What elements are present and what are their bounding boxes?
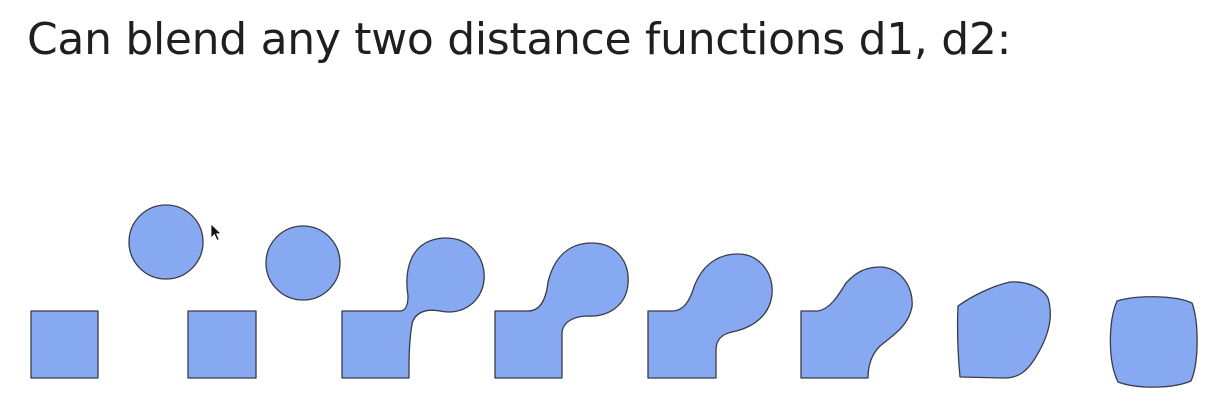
blend-frame-2 [187, 225, 341, 379]
circle-shape [265, 225, 341, 301]
blend-frame-8 [1109, 296, 1198, 388]
blend-frame-7 [956, 281, 1051, 379]
square-shape [187, 310, 257, 379]
blend-frame-3 [341, 237, 485, 379]
blended-shape [494, 242, 629, 379]
circle-shape [128, 204, 204, 280]
arrow-pointer-icon [210, 223, 223, 241]
blended-shape [800, 266, 913, 379]
blended-shape [1109, 296, 1198, 388]
slide-title: Can blend any two distance functions d1,… [27, 14, 1012, 65]
blend-frame-4 [494, 242, 629, 379]
blend-frame-6 [800, 266, 913, 379]
blended-shape [341, 237, 485, 379]
blend-frame-5 [647, 253, 773, 379]
blended-shape [956, 281, 1051, 379]
square-shape [30, 310, 99, 379]
blended-shape [647, 253, 773, 379]
blend-frame-1 [30, 204, 204, 379]
